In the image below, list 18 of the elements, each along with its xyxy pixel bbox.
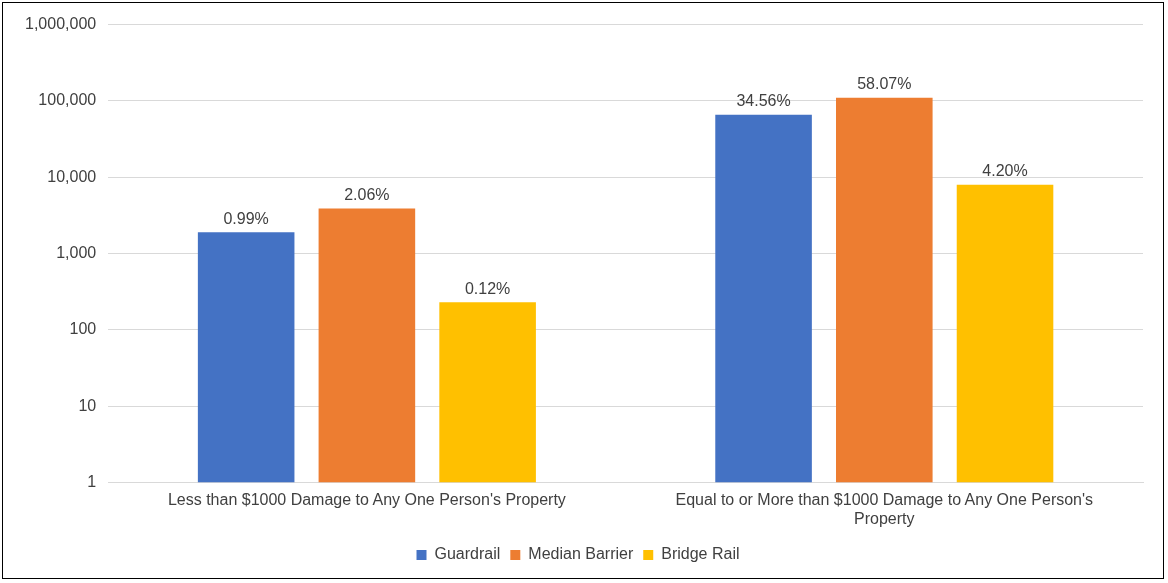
- y-tick-label: 10,000: [47, 167, 97, 185]
- y-tick-label: 1,000,000: [24, 15, 97, 33]
- y-tick-label: 1,000: [56, 244, 97, 262]
- annotation: 34.56%: [736, 92, 791, 110]
- y-tick-label: 10: [78, 396, 97, 414]
- legend-label: Bridge Rail: [661, 545, 740, 563]
- x-tick-label: Less than $1000 Damage to Any One Person's Property: [167, 490, 566, 508]
- y-tick-label: 100,000: [38, 91, 97, 109]
- annotation: 58.07%: [857, 75, 912, 93]
- annotation: 0.12%: [464, 279, 511, 297]
- x-tick-label: Equal to or More than $1000 Damage to Any One Person's Property: [675, 490, 1094, 527]
- legend-label: Median Barrier: [528, 545, 634, 563]
- annotation: 2.06%: [344, 185, 390, 203]
- y-tick-label: 100: [69, 320, 97, 338]
- y-tick-label: 1: [87, 473, 97, 491]
- annotation: 0.99%: [223, 209, 269, 227]
- legend-label: Guardrail: [434, 545, 501, 563]
- annotation: 4.20%: [982, 162, 1028, 180]
